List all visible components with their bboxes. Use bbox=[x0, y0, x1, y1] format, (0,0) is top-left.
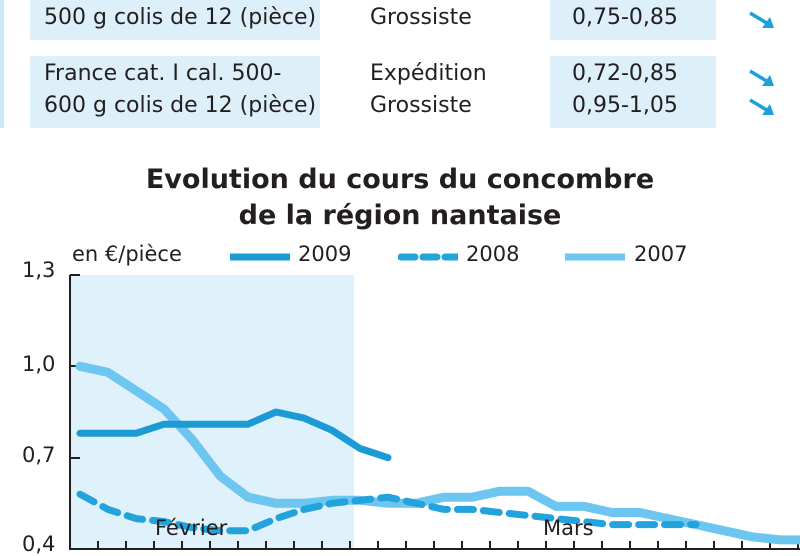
table-cell-bg bbox=[30, 56, 320, 128]
month-label-mars: Mars bbox=[543, 516, 594, 540]
table-cell-bg bbox=[30, 0, 320, 40]
y-tick-label: 0,7 bbox=[22, 443, 56, 467]
table-cell-bg bbox=[550, 0, 716, 40]
table-cell-bg bbox=[550, 56, 716, 128]
plot-area bbox=[69, 274, 800, 550]
table-row-stage: Grossiste bbox=[370, 5, 472, 30]
y-tick-label: 1,0 bbox=[22, 352, 56, 376]
down-arrow-icon bbox=[749, 98, 774, 115]
series-line-2007 bbox=[75, 361, 800, 545]
series-layer bbox=[75, 361, 800, 545]
table-row-price: 0,72-0,85 bbox=[572, 61, 678, 86]
legend-label-2009: 2009 bbox=[298, 242, 352, 266]
x-ticks bbox=[69, 541, 799, 549]
chart-title: Evolution du cours du concombre bbox=[145, 164, 655, 195]
table-row-stage: Grossiste bbox=[370, 93, 472, 118]
table-row-stage: Expédition bbox=[370, 61, 487, 86]
series-line-2009 bbox=[76, 408, 392, 462]
table-row-product: 600 g colis de 12 (pièce) bbox=[44, 93, 317, 118]
y-tick-label: 1,3 bbox=[22, 258, 56, 282]
down-arrow-icon bbox=[749, 69, 774, 86]
chart-title: de la région nantaise bbox=[238, 200, 562, 231]
month-label-fevrier: Février bbox=[155, 516, 228, 540]
legend-swatch-2008 bbox=[398, 253, 458, 261]
table-row-product: 500 g colis de 12 (pièce) bbox=[44, 5, 317, 30]
series-line-2008 bbox=[76, 490, 700, 535]
price-chart: Evolution du cours du concombre de la ré… bbox=[0, 152, 800, 556]
legend-label-2008: 2008 bbox=[466, 242, 520, 266]
legend-label-2007: 2007 bbox=[634, 242, 688, 266]
y-axis-unit: en €/pièce bbox=[72, 242, 182, 266]
table-row-price: 0,75-0,85 bbox=[572, 5, 678, 30]
table-row-price: 0,95-1,05 bbox=[572, 93, 678, 118]
price-table: 500 g colis de 12 (pièce) Grossiste 0,75… bbox=[0, 0, 800, 140]
down-arrow-icon bbox=[749, 11, 774, 28]
table-row-product: France cat. I cal. 500- bbox=[44, 61, 282, 86]
legend-swatch-2007 bbox=[565, 253, 625, 261]
table-left-edge bbox=[0, 0, 4, 128]
legend-swatch-2009 bbox=[230, 253, 290, 261]
